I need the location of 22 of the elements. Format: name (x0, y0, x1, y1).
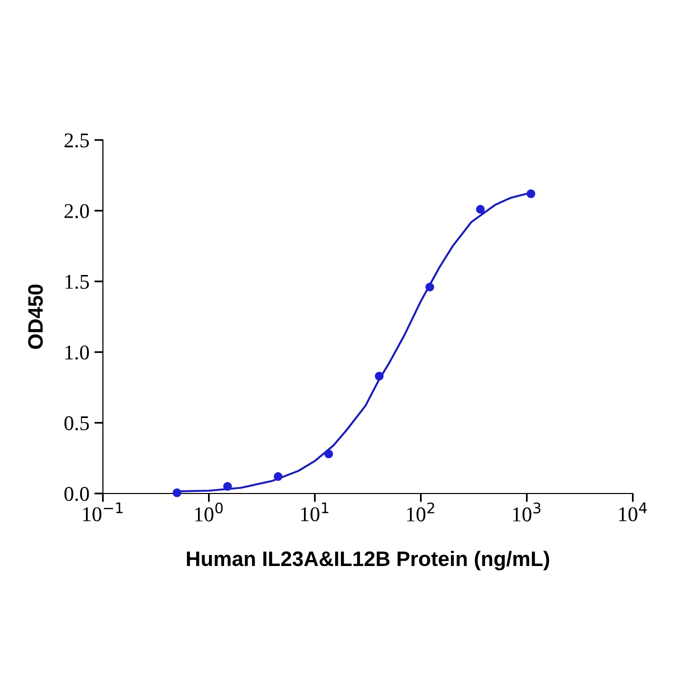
point (223, 482, 232, 491)
point (374, 372, 384, 381)
y-tick-label: 2.0 (64, 204, 89, 218)
y-tick-label: 2.5 (64, 133, 89, 148)
point (425, 282, 434, 292)
y-tick-label: 1.0 (65, 345, 89, 360)
point (274, 472, 282, 481)
x-tick-label: 10$^{3}$ (513, 502, 540, 522)
y-tick-label: 0.5 (64, 416, 89, 430)
y-tick-label: 1.5 (65, 274, 89, 289)
y-tick-label: 0.0 (64, 486, 89, 502)
x-tick-label: 10$^{1}$ (301, 502, 328, 522)
x-tick-label: 10$^{−1}$ (83, 502, 123, 522)
y-axis-title: OD450 (28, 284, 43, 349)
point (324, 450, 334, 458)
point (476, 204, 485, 214)
x-axis-title: Human IL23A&IL12B Protein (ng/mL) (186, 550, 550, 570)
x-tick-label: 10$^{0}$ (195, 502, 223, 522)
point (172, 488, 182, 498)
x-tick-label: 10$^{2}$ (407, 502, 434, 522)
x-tick-label: 10$^{4}$ (619, 502, 647, 522)
point (526, 189, 536, 198)
